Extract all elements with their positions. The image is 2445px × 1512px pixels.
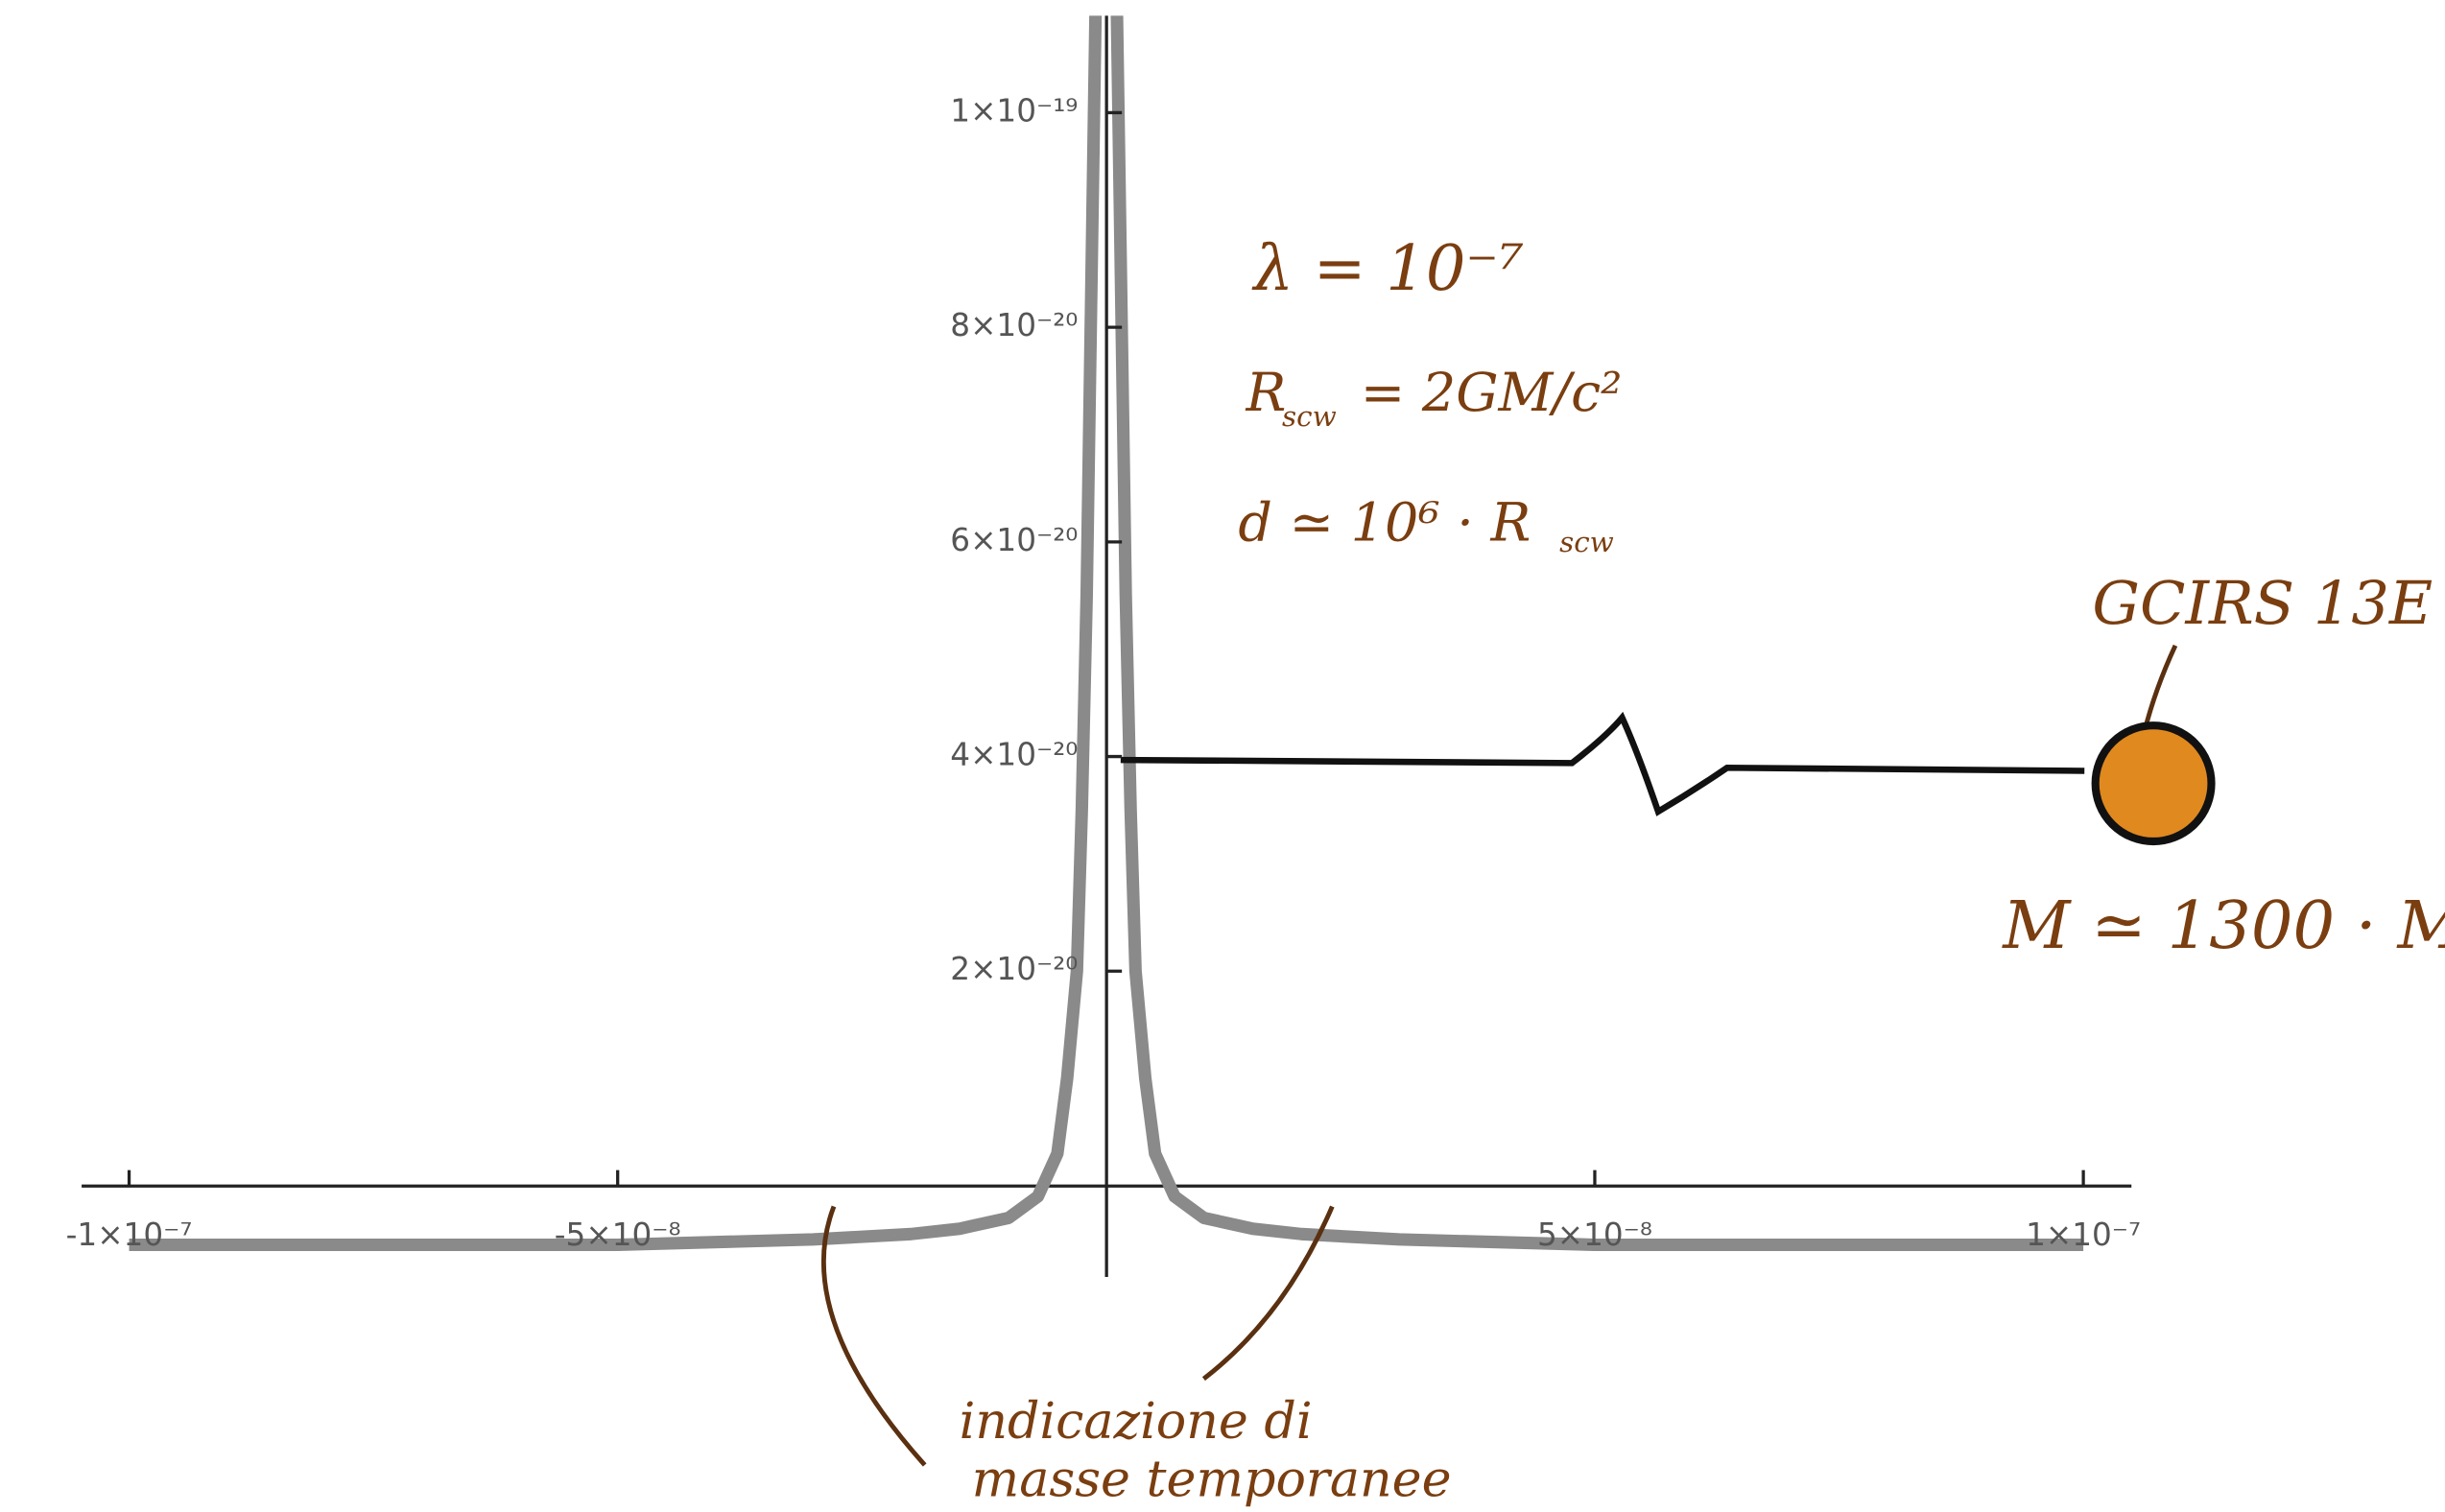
- pointer-line: [820, 1205, 927, 1467]
- y-tick-label: 8×10⁻²⁰: [950, 307, 1078, 343]
- x-tick-label: -1×10⁻⁷: [66, 1217, 193, 1253]
- annotation: = 2GM/c²: [1361, 362, 1623, 424]
- connector-line: [1120, 711, 2085, 816]
- annotation: scw: [1282, 400, 1337, 433]
- annotation: scw: [1559, 526, 1614, 558]
- x-tick-label: 5×10⁻⁸: [1537, 1217, 1652, 1253]
- x-tick-label: -5×10⁻⁸: [555, 1217, 681, 1253]
- annotation: d ≃ 10⁶ · R: [1238, 491, 1531, 554]
- annotation: indicazione di: [960, 1392, 1313, 1451]
- annotation: GCIRS 13E: [2092, 568, 2433, 638]
- line-series: [129, 15, 2084, 1252]
- annotation: masse temporanee: [972, 1451, 1452, 1509]
- y-tick-label: 4×10⁻²⁰: [950, 737, 1078, 773]
- annotation: R: [1245, 362, 1286, 424]
- star: [2091, 721, 2216, 846]
- x-tick-label: 1×10⁻⁷: [2026, 1217, 2141, 1253]
- y-tick-label: 1×10⁻¹⁹: [950, 92, 1078, 129]
- y-tick-label: 2×10⁻²⁰: [950, 951, 1078, 987]
- plot-area: [129, 15, 2084, 1252]
- y-tick-label: 6×10⁻²⁰: [950, 522, 1078, 558]
- pointer-line: [1201, 1205, 1335, 1382]
- pointer-line: [2141, 644, 2178, 734]
- annotation: M ≃ 1300 · M☉: [2001, 887, 2445, 964]
- annotation: λ = 10⁻⁷: [1251, 232, 1524, 305]
